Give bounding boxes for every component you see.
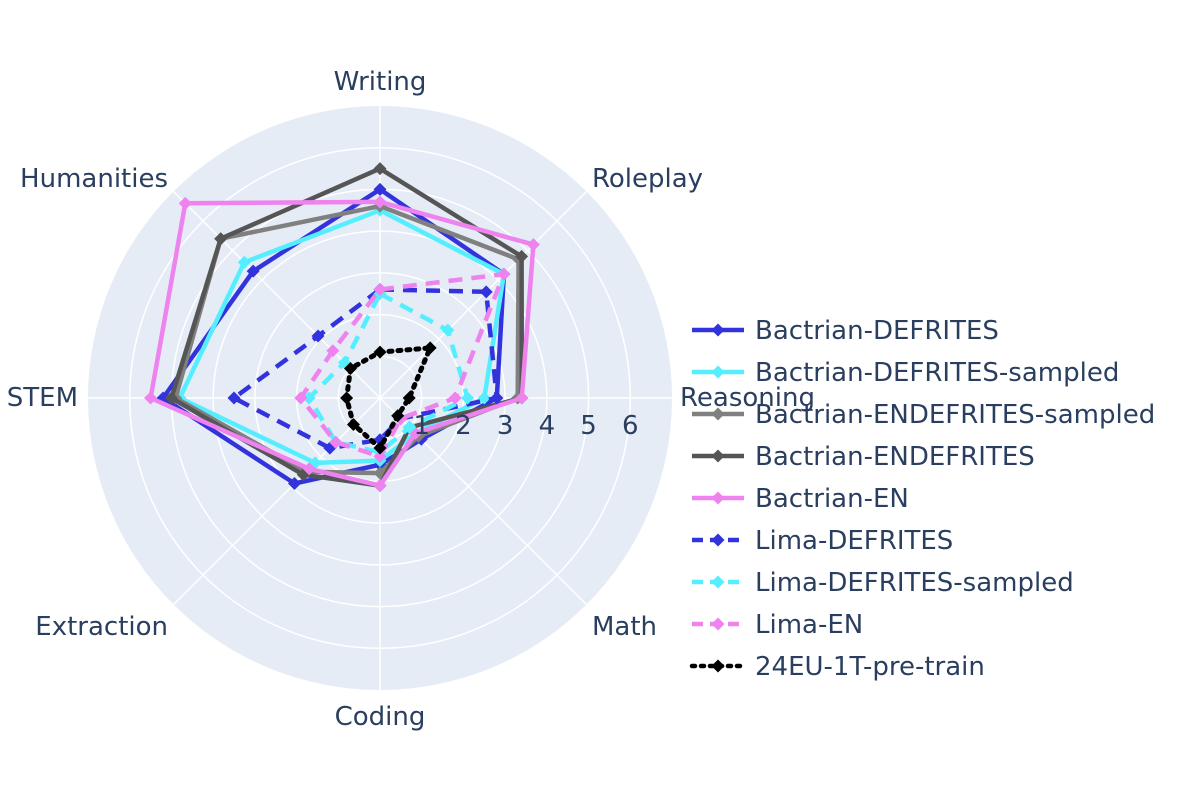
legend-item[interactable]: Bactrian-ENDEFRITES: [692, 442, 1035, 472]
legend-item[interactable]: 24EU-1T-pre-train: [689, 652, 985, 682]
series-line: [298, 271, 507, 459]
axis-label-extraction: Extraction: [35, 612, 168, 642]
legend-item[interactable]: Lima-EN: [692, 610, 863, 640]
data-point: [461, 391, 475, 405]
radial-tick-label: 5: [580, 411, 597, 441]
data-point: [373, 345, 387, 359]
data-point: [326, 344, 340, 358]
series-layer: [144, 162, 540, 493]
data-point: [526, 238, 540, 252]
data-point: [477, 391, 491, 405]
radial-tick-label: 4: [539, 411, 556, 441]
series-line: [306, 291, 470, 455]
data-point: [515, 249, 529, 263]
legend-item[interactable]: Bactrian-EN: [692, 484, 909, 514]
legend-swatch-marker: [711, 491, 725, 505]
data-point: [329, 435, 343, 449]
legend-item[interactable]: Bactrian-DEFRITES-sampled: [692, 358, 1119, 388]
legend-label: 24EU-1T-pre-train: [755, 652, 985, 682]
legend-label: Lima-DEFRITES-sampled: [755, 568, 1074, 598]
legend-swatch-marker: [711, 407, 725, 421]
data-point: [373, 182, 387, 196]
legend-label: Bactrian-ENDEFRITES-sampled: [755, 400, 1155, 430]
data-point: [515, 391, 529, 405]
legend-label: Bactrian-ENDEFRITES: [755, 442, 1035, 472]
data-point: [302, 391, 316, 405]
legend-swatch-marker: [711, 365, 725, 379]
legend-swatch-marker: [711, 575, 725, 589]
data-point: [346, 418, 360, 432]
data-point: [302, 462, 316, 476]
radial-tick-label: 1: [413, 411, 430, 441]
legend-swatch-marker: [711, 617, 725, 631]
legend-item[interactable]: Bactrian-ENDEFRITES-sampled: [692, 400, 1155, 430]
data-point: [214, 232, 228, 246]
legend-item[interactable]: Bactrian-DEFRITES: [692, 316, 999, 346]
series-line: [231, 287, 500, 451]
data-point: [144, 391, 158, 405]
legend-label: Bactrian-DEFRITES-sampled: [755, 358, 1119, 388]
data-point: [402, 391, 416, 405]
data-point: [311, 329, 325, 343]
data-point: [373, 449, 387, 463]
data-point: [373, 283, 387, 297]
data-point: [441, 323, 455, 337]
series-24eu-1t-pre-train: [340, 341, 437, 455]
data-point: [373, 441, 387, 455]
legend-label: Bactrian-EN: [755, 484, 909, 514]
axis-label-reasoning: Reasoning: [680, 383, 815, 413]
axis-label-roleplay: Roleplay: [592, 164, 703, 194]
axis-label-math: Math: [592, 612, 657, 642]
legend-swatch-marker: [711, 533, 725, 547]
angular-axis-labels: Writing Roleplay Reasoning Math Coding Extrac…: [7, 67, 815, 732]
data-point: [178, 196, 192, 210]
data-point: [373, 162, 387, 176]
data-point: [497, 267, 511, 281]
grid-spoke: [172, 397, 381, 606]
legend-item[interactable]: Lima-DEFRITES: [692, 526, 953, 556]
data-point: [164, 391, 178, 405]
data-point: [490, 391, 504, 405]
data-point: [294, 391, 308, 405]
data-point: [237, 255, 251, 269]
legend-item[interactable]: Lima-DEFRITES-sampled: [692, 568, 1074, 598]
data-point: [423, 341, 437, 355]
legend-label: Lima-EN: [755, 610, 863, 640]
legend-label: Bactrian-DEFRITES: [755, 316, 999, 346]
data-point: [479, 285, 493, 299]
radial-tick-label: 6: [622, 411, 639, 441]
axis-label-stem: STEM: [7, 383, 78, 413]
axis-label-coding: Coding: [335, 702, 426, 732]
data-point: [287, 477, 301, 491]
data-point: [448, 391, 462, 405]
axis-label-humanities: Humanities: [20, 164, 168, 194]
data-point: [373, 479, 387, 493]
data-point: [227, 391, 241, 405]
data-point: [340, 391, 354, 405]
data-point: [402, 420, 416, 434]
data-point: [391, 409, 405, 423]
legend-swatch-marker: [711, 659, 725, 673]
data-point: [344, 362, 358, 376]
data-point: [246, 264, 260, 278]
data-point: [373, 195, 387, 209]
legend-swatch-marker: [711, 323, 725, 337]
legend: Bactrian-DEFRITES Bactrian-DEFRITES-sampl…: [689, 316, 1155, 682]
legend-swatch-marker: [711, 449, 725, 463]
radial-tick-label: 3: [497, 411, 514, 441]
series-bactrian-en: [144, 195, 540, 493]
legend-label: Lima-DEFRITES: [755, 526, 953, 556]
radial-tick-label: 2: [455, 411, 472, 441]
axis-label-writing: Writing: [334, 67, 427, 97]
